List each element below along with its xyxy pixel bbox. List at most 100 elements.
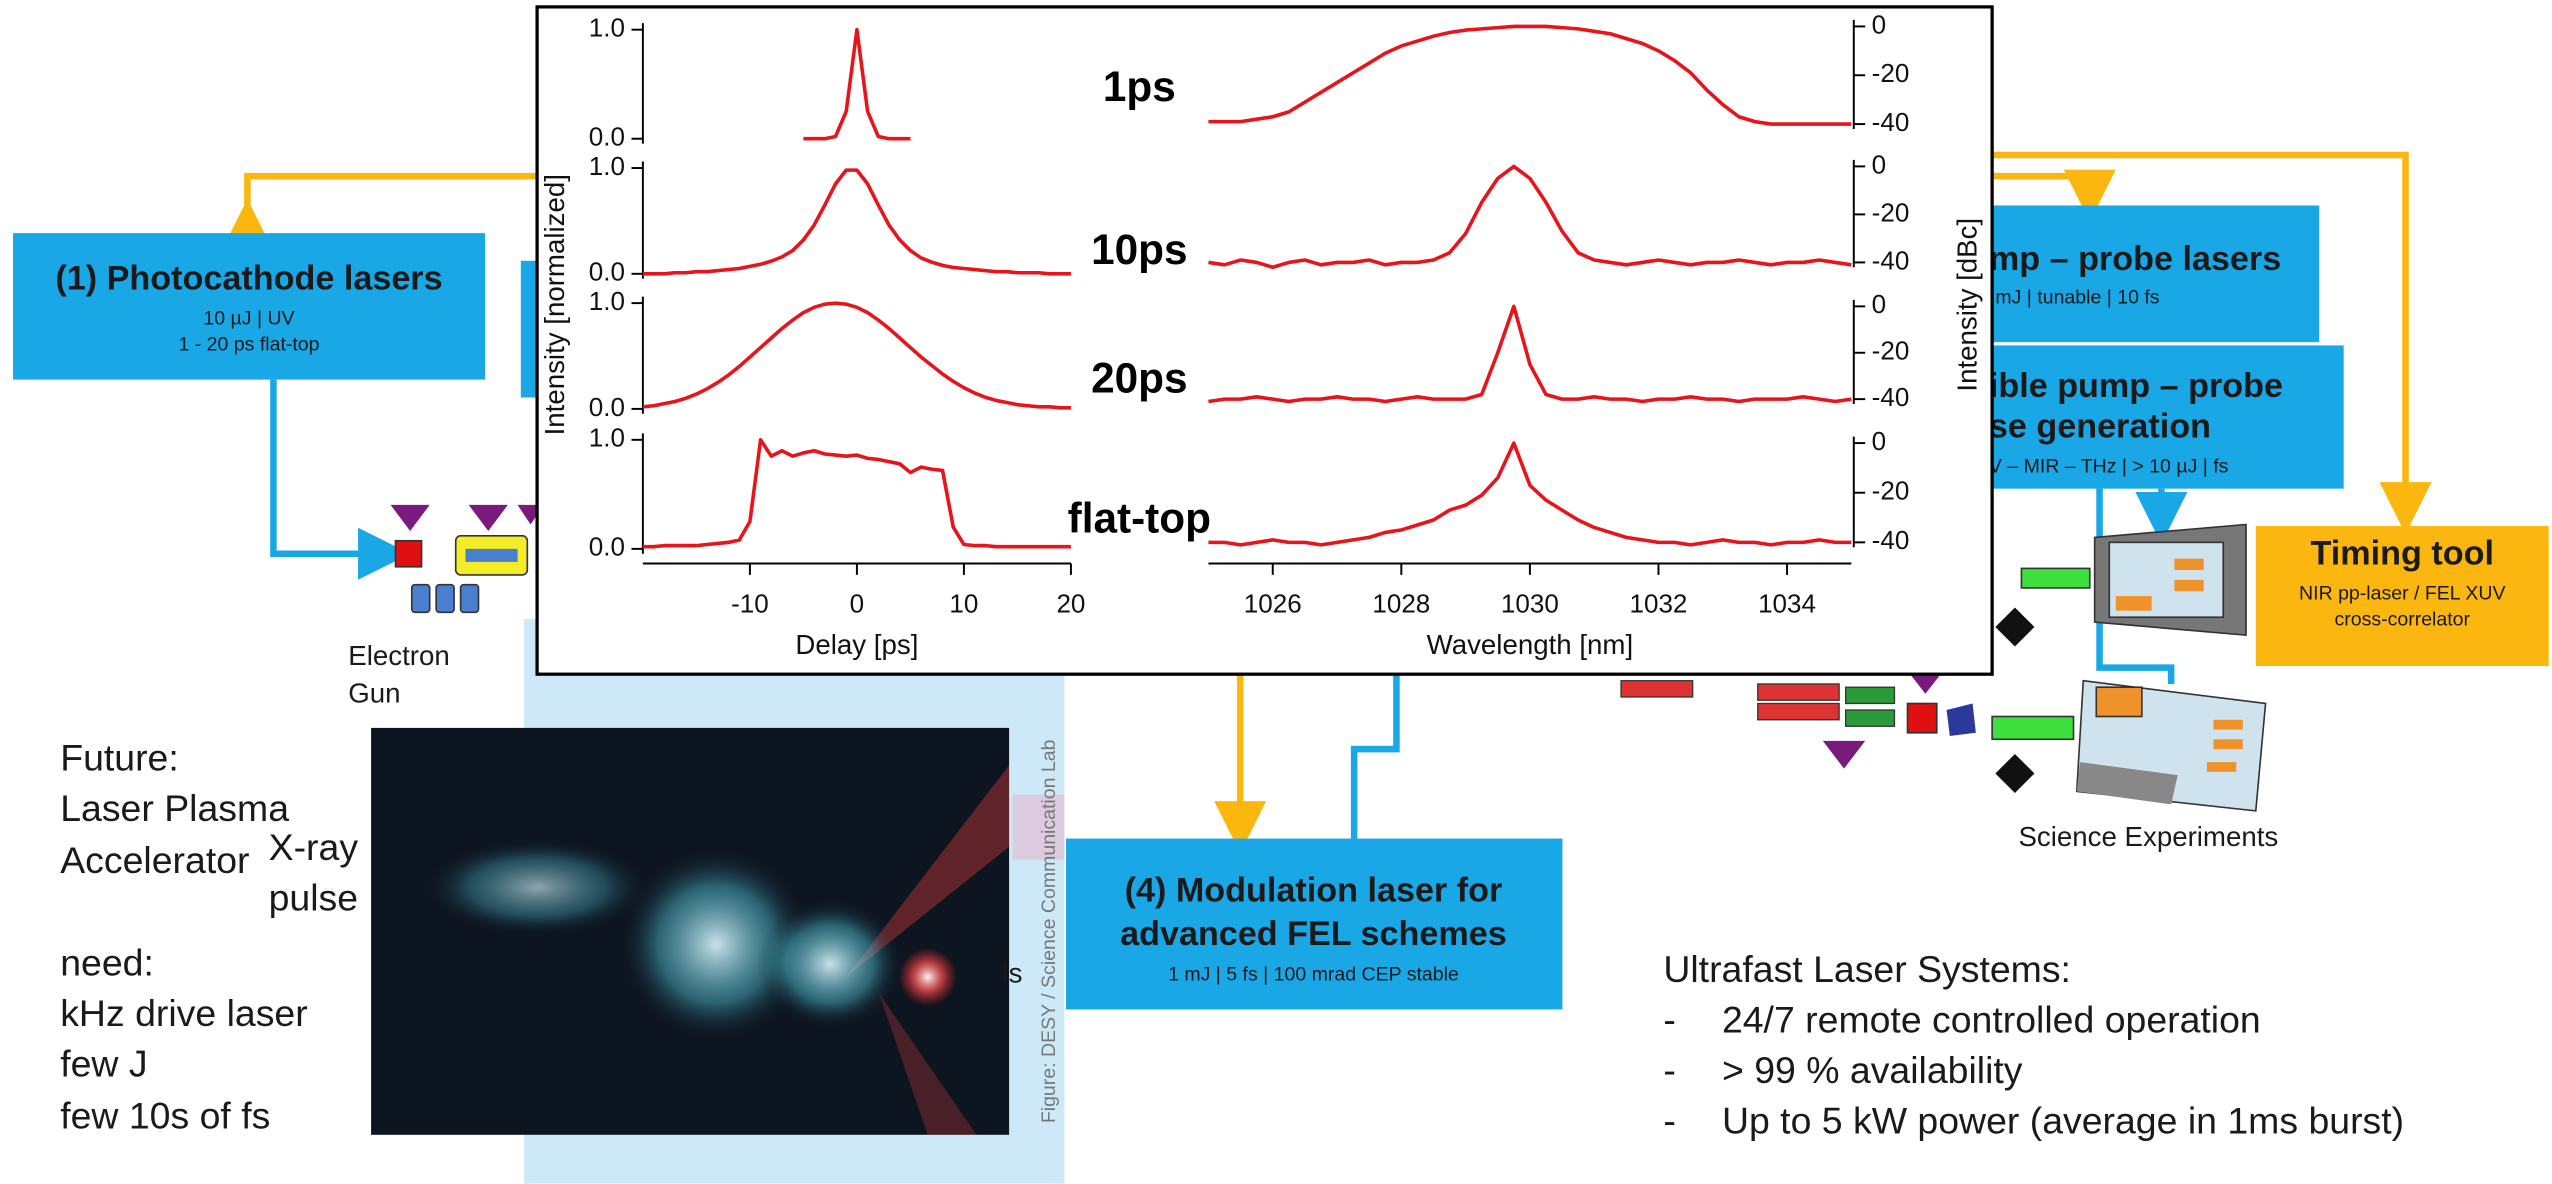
bullet: - (1663, 1099, 1675, 1141)
slide: (1) Photocathode lasers 10 µJ | UV 1 - 2… (0, 0, 2552, 1184)
panel-label: 20ps (1091, 354, 1187, 401)
box-text: 1 mJ | 5 fs | 100 mrad CEP stable (1168, 963, 1459, 985)
bullet: - (1663, 998, 1675, 1040)
magnet (391, 505, 430, 531)
element (1992, 717, 2073, 740)
panel-label: 10ps (1091, 226, 1187, 273)
arrow (273, 380, 384, 554)
box-text: V – MIR – THz | > 10 µJ | fs (1989, 456, 2229, 478)
x-tick-label: 0 (850, 589, 864, 619)
undulator (1758, 684, 1839, 700)
box: Timing tool NIR pp-laser / FEL XUV cross… (2256, 526, 2549, 666)
arrow (1986, 176, 2090, 196)
list-item: 24/7 remote controlled operation (1722, 998, 2261, 1040)
text: fs (1001, 958, 1023, 989)
y-tick-label: 0 (1872, 9, 1886, 39)
x-tick-label: 1032 (1630, 589, 1688, 619)
box-title: mp – probe lasers (1989, 240, 2281, 278)
box-title: (1) Photocathode lasers (55, 259, 442, 297)
chart-frame (537, 7, 1992, 674)
box-bg (13, 233, 485, 379)
x-tick-label: 1030 (1501, 589, 1559, 619)
y-tick-label: -20 (1872, 336, 1910, 366)
detector (2096, 687, 2142, 716)
box-text: 10 µJ | UV (203, 308, 294, 330)
panel-label: 1ps (1103, 63, 1176, 110)
box: (4) Modulation laser for advanced FEL sc… (1066, 839, 1562, 1010)
box-title: advanced FEL schemes (1120, 915, 1507, 953)
y-tick-label: 1.0 (589, 286, 625, 316)
text: pulse (269, 876, 358, 918)
text: Accelerator (60, 839, 249, 881)
undulator (1846, 710, 1895, 726)
y-tick-label: 0 (1872, 289, 1886, 319)
dump (1995, 754, 2034, 793)
detector (2174, 559, 2203, 570)
y-tick-label: 1.0 (589, 423, 625, 453)
text: X-ray (269, 826, 359, 868)
box-title: se generation (1989, 407, 2211, 445)
undulator (1846, 687, 1895, 703)
y-tick-label: -20 (1872, 58, 1910, 88)
x-tick-label: 1026 (1244, 589, 1302, 619)
box-text: NIR pp-laser / FEL XUV (2299, 583, 2505, 605)
y-tick-label: -40 (1872, 525, 1910, 555)
x-tick-label: 10 (949, 589, 978, 619)
element (1907, 703, 1936, 732)
list-item: Up to 5 kW power (average in 1ms burst) (1722, 1099, 2404, 1141)
y-tick-label: 0.0 (589, 122, 625, 152)
y-axis-label: Intensity [dBc] (1952, 218, 1983, 392)
y-tick-label: -20 (1872, 197, 1910, 227)
label: Electron (348, 640, 449, 671)
y-axis-label: Intensity [normalized] (539, 174, 570, 435)
chart: -10 0 10 20 Delay [ps] Intensity [normalized]… (537, 7, 1992, 674)
module (412, 585, 430, 613)
y-tick-label: -40 (1872, 245, 1910, 275)
y-tick-label: 1.0 (589, 151, 625, 181)
module (461, 585, 479, 613)
arrow (247, 176, 545, 225)
box-title: ible pump – probe (1989, 367, 2283, 405)
text: need: (60, 941, 154, 983)
y-tick-label: 0.0 (589, 392, 625, 422)
gun (395, 541, 421, 567)
y-tick-label: -20 (1872, 476, 1910, 506)
photo-glow (423, 839, 651, 937)
x-tick-label: -10 (731, 589, 769, 619)
detector (2174, 580, 2203, 591)
list-item: > 99 % availability (1722, 1049, 2023, 1091)
text: Future: (60, 736, 179, 778)
panel-label: flat-top (1068, 494, 1211, 541)
line (1354, 674, 1396, 838)
magnet (469, 505, 508, 531)
element (1947, 703, 1976, 736)
y-tick-label: -40 (1872, 107, 1910, 137)
photo-bubble (757, 899, 903, 1029)
x-tick-label: 1034 (1758, 589, 1816, 619)
undulator (1758, 703, 1839, 719)
text: few 10s of fs (60, 1094, 270, 1136)
x-axis-label: Wavelength [nm] (1427, 629, 1634, 660)
undulator (1621, 681, 1693, 697)
box: (1) Photocathode lasers 10 µJ | UV 1 - 2… (13, 233, 485, 379)
dump (1995, 607, 2034, 646)
x-axis-label: Delay [ps] (795, 629, 918, 660)
x-tick-label: 1028 (1372, 589, 1430, 619)
figure-credit: Figure: DESY / Science Communication Lab (1038, 739, 1060, 1123)
box-text: 1 - 20 ps flat-top (178, 334, 319, 356)
list-title: Ultrafast Laser Systems: (1663, 948, 2071, 990)
detector (2207, 762, 2236, 772)
y-tick-label: -40 (1872, 382, 1910, 412)
box: mp – probe lasers mJ | tunable | 10 fs (1953, 205, 2319, 342)
text: kHz drive laser (60, 992, 307, 1034)
box-text: mJ | tunable | 10 fs (1995, 286, 2159, 308)
cavity-core (465, 549, 517, 562)
x-tick-label: 20 (1056, 589, 1085, 619)
detector (2213, 739, 2242, 749)
y-tick-label: 0 (1872, 149, 1886, 179)
module (436, 585, 454, 613)
label: Science Experiments (2018, 821, 2278, 852)
y-tick-label: 0.0 (589, 532, 625, 562)
detector (2116, 596, 2152, 611)
photo-pulse (898, 948, 957, 1007)
